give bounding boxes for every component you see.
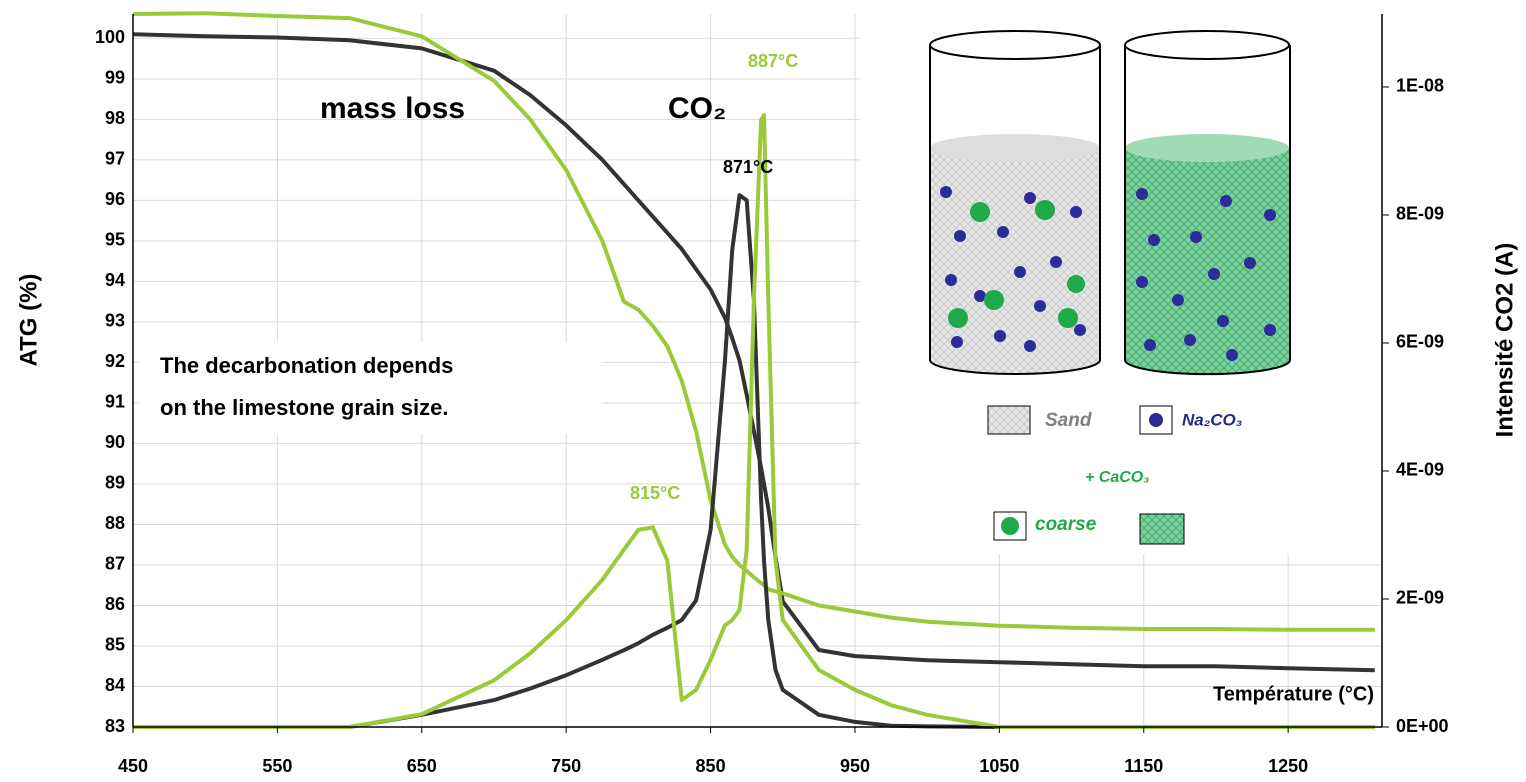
data-line: [132, 32, 1375, 673]
y-tick-label: 92: [105, 351, 125, 371]
y-tick-label: 85: [105, 635, 125, 655]
caco3-grains: [948, 200, 1085, 328]
inset: Sand Na₂CO₃ + CaCO₃ coarse: [929, 30, 1291, 545]
y-axis-label: ATG (%): [15, 274, 42, 367]
y-tick-label: 84: [105, 675, 125, 695]
x-axis-label: Température (°C): [1213, 683, 1374, 705]
y-tick-label: 87: [105, 554, 125, 574]
y-tick-label: 86: [105, 594, 125, 614]
y-tick-label: 100: [95, 27, 125, 47]
y-tick-label: 88: [105, 513, 125, 533]
legend-grain: [1001, 517, 1019, 535]
note: on the limestone grain size.: [160, 395, 449, 420]
x-tick-label: 450: [118, 756, 148, 776]
cylinder-top: [929, 30, 1101, 60]
y2-tick-label: 2E-09: [1396, 588, 1444, 608]
y-tick-label: 96: [105, 189, 125, 209]
y2-tick-label: 6E-09: [1396, 332, 1444, 352]
inset-label: Sand: [1045, 410, 1092, 431]
x-tick-label: 750: [551, 756, 581, 776]
y-tick-label: 83: [105, 716, 125, 736]
y-tick-label: 90: [105, 432, 125, 452]
inset-label: + CaCO₃: [1085, 469, 1149, 486]
inset-label: coarse: [1035, 514, 1097, 535]
y-tick-label: 97: [105, 149, 125, 169]
y2-tick-label: 1E-08: [1396, 76, 1444, 96]
x-tick-label: 650: [407, 756, 437, 776]
annotation: 871°C: [723, 157, 773, 177]
y-tick-label: 93: [105, 311, 125, 331]
x-tick-label: 1150: [1124, 756, 1163, 776]
y-tick-label: 95: [105, 230, 125, 250]
note: The decarbonation depends: [160, 353, 453, 378]
legend-swatch: [1139, 513, 1185, 545]
sand-fill: [930, 346, 1100, 374]
na2co3-grains: [940, 186, 1276, 361]
note-background: [140, 342, 602, 434]
legend-swatch: [987, 405, 1031, 435]
y-tick-label: 98: [105, 108, 125, 128]
y2-axis-label: Intensité CO2 (A): [1491, 243, 1518, 438]
annotation: CO₂: [668, 92, 726, 125]
y-tick-label: 89: [105, 473, 125, 493]
x-tick-label: 550: [262, 756, 292, 776]
annotation: 815°C: [630, 483, 680, 503]
fine-top: [1125, 134, 1289, 162]
fine-fill: [1125, 346, 1289, 374]
x-tick-label: 1050: [979, 756, 1019, 776]
y2-tick-label: 0E+00: [1396, 716, 1449, 736]
annotation: mass loss: [320, 92, 465, 125]
annotation: 887°C: [748, 51, 798, 71]
sand-top: [930, 134, 1100, 162]
cylinder-top: [1124, 30, 1290, 60]
y-tick-label: 94: [105, 270, 125, 290]
y2-tick-label: 4E-09: [1396, 460, 1444, 480]
fine-fill: [1125, 148, 1290, 360]
y2-tick-label: 8E-09: [1396, 204, 1444, 224]
cylinder: [1124, 45, 1291, 376]
cylinder: [929, 45, 1101, 375]
inset-label: Na₂CO₃: [1182, 410, 1242, 429]
legend-grain: [1149, 413, 1163, 427]
data-line: [132, 11, 1375, 632]
x-tick-label: 1250: [1268, 756, 1308, 776]
y-tick-label: 91: [105, 392, 125, 412]
x-tick-label: 950: [840, 756, 870, 776]
x-tick-label: 850: [696, 756, 726, 776]
y-tick-label: 99: [105, 68, 125, 88]
data-line: [133, 113, 1375, 729]
